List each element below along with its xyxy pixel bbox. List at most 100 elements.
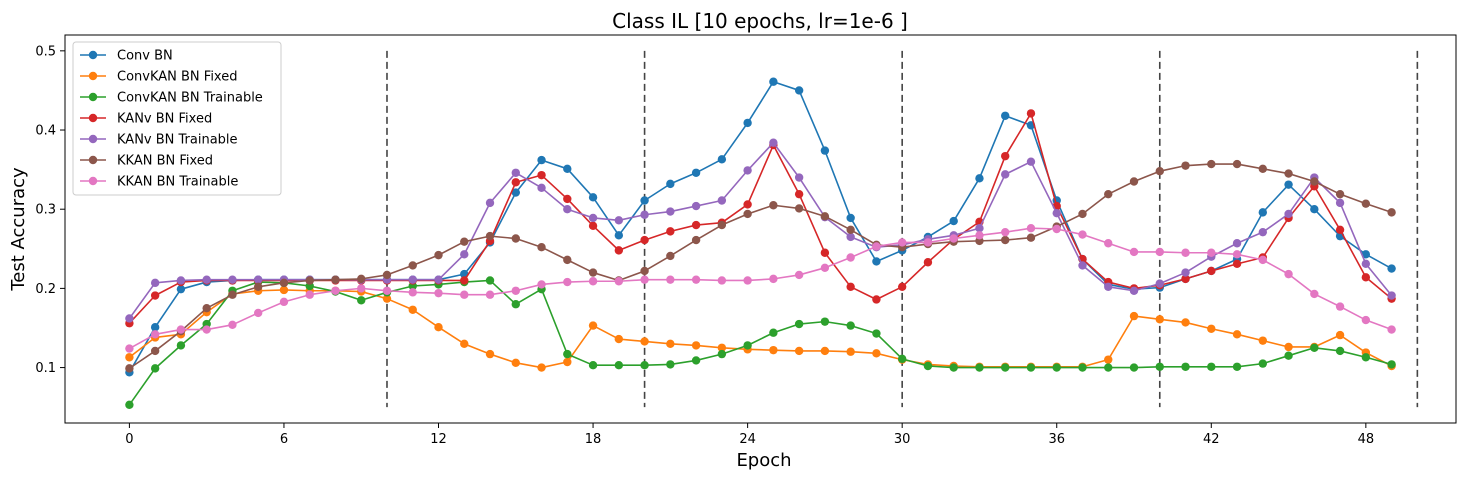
data-point	[1335, 189, 1345, 199]
data-point	[1181, 248, 1190, 257]
data-point	[794, 270, 804, 280]
data-point	[563, 194, 572, 204]
data-point	[717, 155, 727, 164]
data-point	[1284, 169, 1293, 178]
data-point	[717, 343, 727, 352]
data-point	[743, 166, 752, 175]
data-point	[1104, 355, 1113, 364]
data-point	[1361, 273, 1371, 282]
legend-marker-convkan-bn-trainable	[88, 92, 98, 102]
data-point	[357, 284, 366, 293]
data-point	[537, 280, 546, 289]
data-point	[1232, 330, 1242, 339]
data-point	[202, 325, 211, 334]
data-point	[125, 344, 134, 353]
data-point	[1232, 159, 1242, 169]
data-point	[563, 349, 572, 359]
data-point	[1258, 336, 1268, 345]
data-point	[1361, 259, 1371, 269]
data-point	[434, 322, 443, 332]
data-point	[769, 77, 778, 86]
data-point	[794, 346, 804, 356]
x-tick-label: 6	[280, 432, 288, 447]
data-point	[1104, 282, 1113, 292]
legend-marker-conv-bn	[88, 50, 98, 60]
data-point	[1181, 318, 1190, 327]
data-point	[897, 238, 907, 247]
data-point	[1207, 362, 1216, 371]
data-point	[614, 231, 624, 240]
data-point	[923, 238, 933, 247]
data-point	[125, 400, 134, 409]
data-point	[1258, 227, 1268, 237]
data-point	[769, 201, 778, 210]
plot-frame	[64, 34, 1457, 424]
data-point	[1181, 161, 1190, 170]
data-point	[872, 295, 881, 304]
data-point	[563, 255, 572, 265]
data-point	[511, 234, 520, 243]
data-point	[1310, 289, 1319, 299]
series-convkan-bn-fixed	[125, 285, 1396, 372]
data-point	[794, 86, 804, 95]
data-point	[872, 349, 881, 358]
legend-marker-kanv-bn-trainable	[88, 134, 98, 144]
data-point	[382, 286, 392, 295]
data-point	[640, 196, 649, 205]
data-point	[511, 300, 520, 309]
legend-marker-kkan-bn-fixed	[88, 155, 98, 165]
data-point	[588, 360, 598, 370]
data-point	[820, 346, 830, 356]
data-point	[331, 275, 340, 284]
data-point	[408, 288, 417, 297]
data-point	[614, 334, 624, 344]
data-point	[305, 290, 314, 299]
data-point	[717, 220, 727, 230]
data-point	[666, 207, 675, 216]
data-point	[357, 296, 366, 305]
data-point	[125, 364, 134, 373]
data-point	[846, 321, 855, 330]
data-point	[640, 275, 649, 284]
data-point	[640, 210, 649, 219]
data-point	[949, 234, 958, 243]
series-line-kanv-bn-trainable	[128, 141, 1393, 319]
data-point	[357, 274, 366, 284]
data-point	[511, 178, 520, 187]
x-tick-label: 24	[739, 432, 756, 447]
data-point	[614, 246, 624, 255]
data-point	[1129, 177, 1139, 186]
data-point	[666, 275, 675, 284]
data-point	[820, 317, 830, 326]
x-tick-label: 42	[1203, 432, 1220, 447]
data-point	[1335, 198, 1345, 208]
legend-label-conv-bn: Conv BN	[117, 49, 173, 64]
data-point	[1232, 250, 1242, 259]
data-point	[485, 231, 495, 241]
data-point	[1361, 315, 1371, 325]
data-point	[975, 224, 984, 233]
data-point	[1387, 264, 1396, 273]
data-point	[666, 179, 675, 189]
data-point	[125, 314, 134, 323]
data-point	[1052, 224, 1061, 234]
data-point	[1078, 230, 1087, 239]
data-point	[150, 346, 160, 356]
y-axis-ticks: 0.1 0.2 0.3 0.4 0.5	[35, 44, 65, 376]
series-line-conv-bn	[128, 80, 1392, 373]
data-point	[923, 361, 933, 371]
data-point	[666, 360, 675, 369]
data-point	[1078, 209, 1087, 219]
data-point	[176, 325, 186, 334]
data-point	[1387, 208, 1396, 217]
data-point	[588, 221, 598, 231]
data-point	[691, 168, 701, 177]
data-point	[846, 213, 855, 223]
data-point	[820, 212, 830, 221]
data-point	[1232, 362, 1242, 371]
data-point	[537, 155, 546, 165]
y-tick-label: 0.4	[35, 124, 56, 139]
data-point	[691, 356, 701, 365]
data-point	[434, 275, 443, 284]
